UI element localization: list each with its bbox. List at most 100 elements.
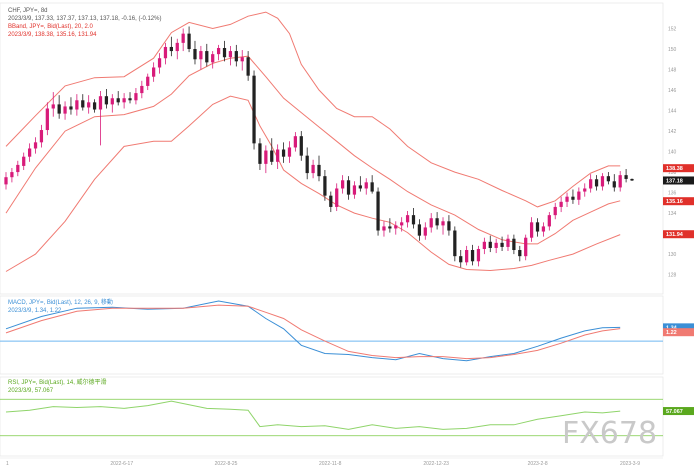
candle xyxy=(87,95,91,114)
candle-body xyxy=(423,227,427,236)
candle-body xyxy=(63,106,67,114)
candle-body xyxy=(33,142,38,149)
candle xyxy=(624,168,628,183)
price-tick-label: 128 xyxy=(668,273,677,279)
candle-body xyxy=(364,182,368,189)
candle-body xyxy=(352,185,357,195)
macd-signal-tag-bg xyxy=(663,328,694,337)
candle xyxy=(122,93,126,109)
candle-body xyxy=(281,149,286,157)
candle-body xyxy=(181,33,185,43)
candle xyxy=(529,217,534,242)
candle xyxy=(16,160,20,177)
candle-body xyxy=(630,178,634,181)
candle xyxy=(258,138,262,171)
candle-body xyxy=(39,130,44,143)
candle xyxy=(435,212,439,230)
upper-band-tag-bg xyxy=(663,164,694,173)
candle xyxy=(81,94,85,111)
middle-band-tag: 135.16 xyxy=(666,199,683,205)
candle xyxy=(228,45,233,66)
candle-body xyxy=(500,242,504,247)
candle-body xyxy=(529,222,534,238)
candle-body xyxy=(512,238,516,251)
price-tick-label: 142 xyxy=(668,129,677,135)
close-price-tag: 137.18 xyxy=(666,178,683,184)
candle xyxy=(488,235,492,253)
candle-body xyxy=(193,49,197,60)
candle xyxy=(146,73,150,91)
price-y-axis: 152150148146144142140138136134132130128 xyxy=(668,27,677,279)
bollinger-bands xyxy=(5,11,621,272)
candle-body xyxy=(45,108,49,131)
candle xyxy=(323,170,327,201)
candle-body xyxy=(600,176,605,187)
candle-body xyxy=(559,201,563,207)
candle xyxy=(252,70,256,150)
candle-body xyxy=(246,57,250,76)
price-tick-label: 140 xyxy=(668,150,677,156)
candle-body xyxy=(252,75,256,144)
candle xyxy=(565,192,569,207)
candle-body xyxy=(358,185,362,189)
rsi-values: 2023/3/9, 57.067 xyxy=(8,388,54,394)
candle-body xyxy=(624,175,628,179)
candle-body xyxy=(169,46,173,52)
candle xyxy=(45,102,49,136)
candle-body xyxy=(453,230,457,257)
candle-body xyxy=(323,176,327,196)
candle xyxy=(577,187,581,205)
candle xyxy=(199,45,203,70)
candle xyxy=(423,222,427,240)
candle-body xyxy=(583,188,587,192)
candle xyxy=(69,97,73,115)
candle xyxy=(465,245,469,266)
candle-body xyxy=(417,224,422,236)
candle-body xyxy=(270,150,274,162)
candle xyxy=(518,245,522,262)
x-tick-label: 2022-11-8 xyxy=(319,461,342,467)
candle xyxy=(234,44,238,67)
macd-title: MACD, JPY=, Bid(Last), 12, 26, 9, 移動 xyxy=(8,298,113,306)
x-tick-label: 1 xyxy=(6,461,9,467)
candle xyxy=(376,187,380,236)
candle-body xyxy=(81,100,85,108)
macd-panel: 1.341.22 MACD, JPY=, Bid(Last), 12, 26, … xyxy=(0,295,694,375)
candle-body xyxy=(541,226,546,232)
candle xyxy=(453,226,457,262)
bband-upper-line xyxy=(5,11,621,208)
candle xyxy=(134,87,138,105)
candle xyxy=(571,189,575,204)
candle xyxy=(506,234,510,252)
candle-body xyxy=(57,104,61,114)
candle xyxy=(193,40,197,65)
watermark-logo: FX678 xyxy=(562,416,657,451)
price-tick-label: 134 xyxy=(668,211,677,217)
candle xyxy=(39,124,44,148)
candle-body xyxy=(199,51,203,60)
candle-body xyxy=(571,196,575,200)
candle xyxy=(293,132,298,152)
candle xyxy=(618,171,622,192)
candle-body xyxy=(122,98,126,103)
candle xyxy=(216,44,221,61)
close-price-tag-bg xyxy=(663,176,694,185)
candle xyxy=(388,218,392,233)
candle xyxy=(75,94,79,116)
x-tick-label: 2022-6-17 xyxy=(110,461,133,467)
candle-body xyxy=(577,191,581,200)
candle xyxy=(329,191,333,213)
candle xyxy=(547,212,551,231)
candle-body xyxy=(240,57,244,62)
rsi-value-tag-bg xyxy=(663,407,694,416)
candle-body xyxy=(553,206,557,216)
price-panel: 152150148146144142140138136134132130128 … xyxy=(0,2,694,295)
bband-title: BBand, JPY=, Bid(Last), 20, 2.0 xyxy=(8,24,94,30)
candle xyxy=(104,89,109,109)
candle xyxy=(276,144,280,169)
candle xyxy=(535,218,540,237)
candle-body xyxy=(4,177,8,185)
candle-body xyxy=(128,98,132,101)
candle xyxy=(459,250,463,268)
candle xyxy=(57,95,61,119)
